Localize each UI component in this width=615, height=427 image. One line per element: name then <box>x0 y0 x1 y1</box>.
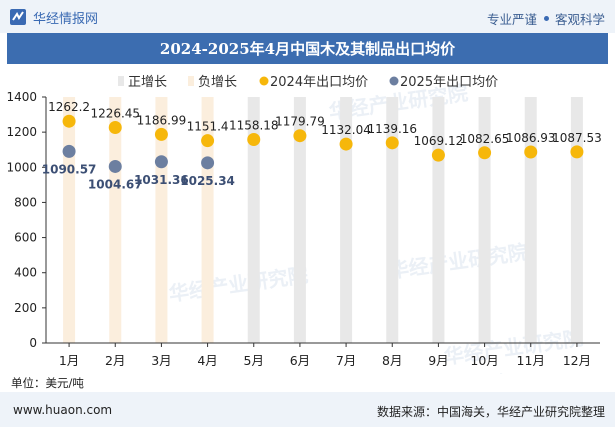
label-2025-2: 1004.67 <box>88 177 143 191</box>
y-tick-label: 600 <box>14 231 37 245</box>
point-2024-12 <box>570 145 584 159</box>
tagline-right: 客观科学 <box>554 12 605 27</box>
x-tick-label: 6月 <box>290 353 310 368</box>
data-source: 数据来源：中国海关，华经产业研究院整理 <box>376 405 605 419</box>
y-tick-label: 0 <box>29 336 37 350</box>
point-2024-6 <box>293 129 307 143</box>
legend-label-4: 2025年出口均价 <box>400 75 498 90</box>
brand: 华经情报网 <box>9 8 99 27</box>
watermark-url: www.huaon.com <box>462 372 573 374</box>
point-2025-4 <box>201 156 215 170</box>
point-2025-2 <box>108 159 122 173</box>
watermark-text: 华经产业研究院 <box>167 263 309 306</box>
separator-dot-icon <box>543 16 549 21</box>
point-2024-3 <box>154 127 168 141</box>
y-tick-label: 1000 <box>6 160 37 174</box>
label-2024-7: 1132.04 <box>321 123 371 137</box>
label-2024-1: 1262.2 <box>48 100 90 114</box>
point-2024-1 <box>62 114 76 128</box>
growth-bar-7 <box>340 97 353 343</box>
point-2024-11 <box>524 145 538 159</box>
label-2025-1: 1090.57 <box>42 162 97 176</box>
x-tick-label: 11月 <box>517 353 545 368</box>
label-2024-3: 1186.99 <box>137 113 187 127</box>
tagline-left: 专业严谨 <box>486 12 537 27</box>
label-2024-10: 1082.65 <box>460 132 510 146</box>
footer-website: www.huaon.com <box>13 403 113 417</box>
huajing-logo-icon <box>10 9 26 25</box>
growth-bar-1 <box>63 97 76 343</box>
legend-swatch-1 <box>118 76 124 86</box>
watermark-text: 华经产业研究院 <box>387 240 529 283</box>
growth-bar-4 <box>201 97 214 343</box>
label-2024-4: 1151.4 <box>187 120 229 134</box>
growth-bar-2 <box>109 97 122 343</box>
label-2025-3: 1031.36 <box>134 173 189 187</box>
point-2024-4 <box>201 134 215 148</box>
x-tick-label: 4月 <box>197 353 217 368</box>
tagline: 专业严谨 客观科学 <box>487 9 605 28</box>
point-2024-7 <box>339 137 353 151</box>
point-2024-5 <box>247 132 261 146</box>
y-tick-label: 1400 <box>6 90 37 104</box>
legend-swatch-2 <box>188 76 194 86</box>
unit-label: 单位：美元/吨 <box>11 376 84 390</box>
label-2024-11: 1086.93 <box>506 131 556 145</box>
label-2024-12: 1087.53 <box>552 131 602 145</box>
point-2024-9 <box>431 148 445 162</box>
label-2024-9: 1069.12 <box>414 134 464 148</box>
chart-area: 华经产业研究院华经产业研究院华经产业研究院华经产业研究院www.huaon.co… <box>6 75 602 374</box>
footer-bar: www.huaon.com 数据来源：中国海关，华经产业研究院整理 <box>0 392 615 427</box>
x-tick-label: 7月 <box>336 353 356 368</box>
point-2024-8 <box>385 136 399 150</box>
point-2024-2 <box>108 120 122 134</box>
growth-bar-6 <box>293 97 306 343</box>
growth-bar-11 <box>524 97 537 343</box>
x-tick-label: 5月 <box>244 353 264 368</box>
top-bar: 华经情报网 专业严谨 客观科学 <box>0 0 615 33</box>
x-tick-label: 10月 <box>470 353 498 368</box>
x-tick-label: 2月 <box>105 353 125 368</box>
label-2024-6: 1179.79 <box>275 115 325 129</box>
label-2025-4: 1025.34 <box>180 174 235 188</box>
y-tick-label: 200 <box>14 301 37 315</box>
label-2024-5: 1158.18 <box>229 118 279 132</box>
label-2024-2: 1226.45 <box>90 106 140 120</box>
y-tick-label: 800 <box>14 195 37 209</box>
growth-bar-5 <box>247 97 260 343</box>
point-2024-10 <box>478 146 492 160</box>
chart-title: 2024-2025年4月中国木及其制品出口均价 <box>7 33 608 64</box>
point-2025-3 <box>154 155 168 169</box>
growth-bar-8 <box>386 97 399 343</box>
x-tick-label: 1月 <box>59 353 79 368</box>
point-2025-1 <box>62 144 76 158</box>
x-tick-label: 12月 <box>563 353 591 368</box>
y-tick-label: 1200 <box>6 125 37 139</box>
legend-label-3: 2024年出口均价 <box>270 75 368 90</box>
growth-bar-12 <box>570 97 583 343</box>
x-tick-label: 9月 <box>428 353 448 368</box>
legend-label-2: 负增长 <box>198 75 237 90</box>
legend-marker-4 <box>389 76 399 86</box>
brand-name: 华经情报网 <box>33 11 99 27</box>
x-tick-label: 3月 <box>151 353 171 368</box>
x-tick-label: 8月 <box>382 353 402 368</box>
label-2024-8: 1139.16 <box>367 122 417 136</box>
legend-marker-3 <box>259 76 269 86</box>
legend-label-1: 正增长 <box>128 75 167 90</box>
y-tick-label: 400 <box>14 266 37 280</box>
